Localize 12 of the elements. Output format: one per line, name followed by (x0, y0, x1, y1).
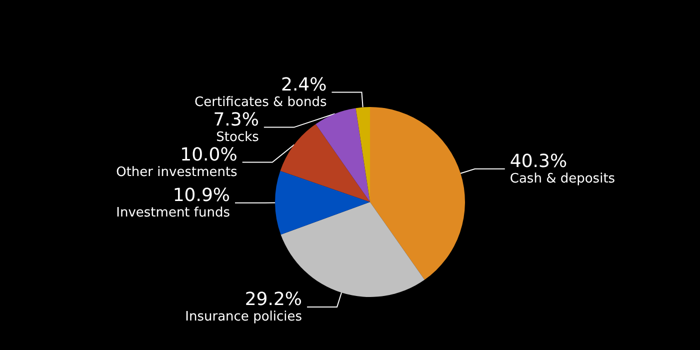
slice-label: Other investments (116, 164, 238, 180)
slice-label: Insurance policies (185, 309, 302, 324)
data-label: 10.9% (172, 184, 230, 206)
slice-label: Investment funds (116, 205, 230, 220)
slice-label: Certificates & bonds (194, 94, 327, 110)
slice-label: Cash & deposits (510, 171, 616, 186)
data-label: 7.3% (213, 109, 259, 130)
data-label: 29.2% (244, 288, 302, 310)
slice-label: Stocks (216, 130, 260, 145)
data-label: 10.0% (180, 144, 238, 166)
data-label: 40.3% (510, 150, 568, 172)
data-label: 2.4% (280, 74, 327, 96)
